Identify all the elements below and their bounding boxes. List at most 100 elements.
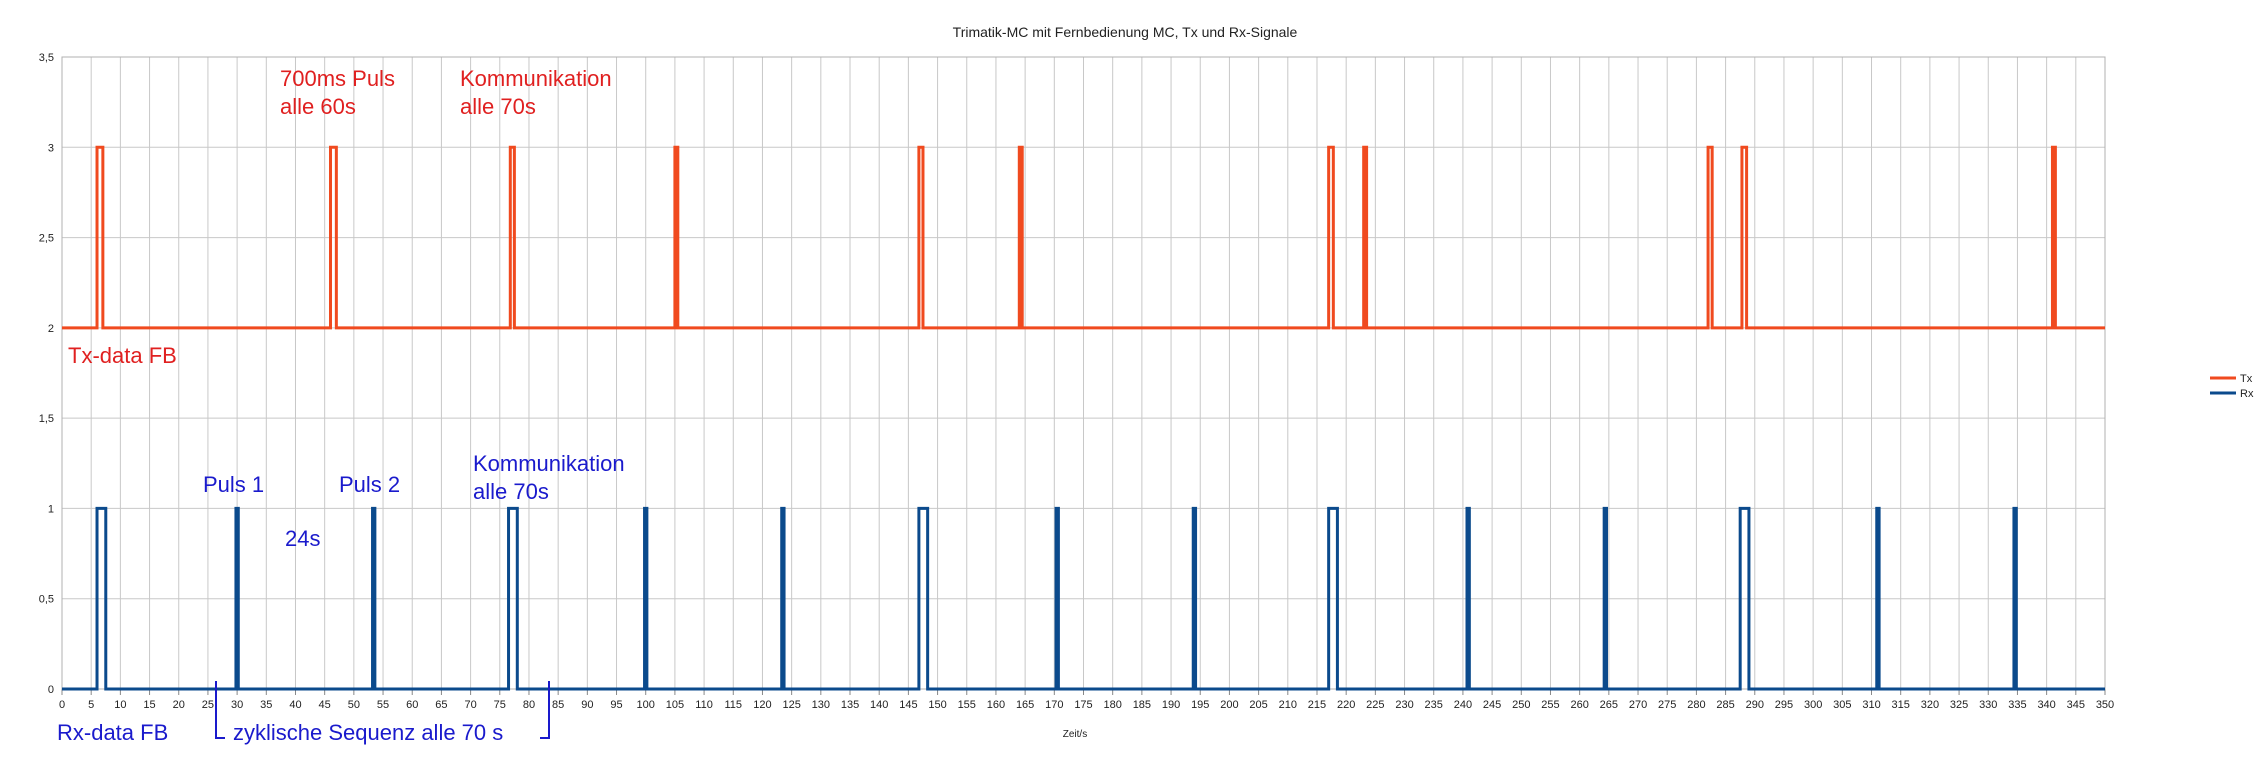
grid (61, 56, 2106, 695)
y-tick-label: 1,5 (39, 413, 54, 425)
x-tick-label: 270 (1629, 699, 1647, 711)
x-tick-label: 60 (406, 699, 418, 711)
x-tick-label: 125 (782, 699, 800, 711)
x-tick-label: 105 (666, 699, 684, 711)
y-tick-label: 0,5 (39, 594, 54, 606)
x-tick-label: 330 (1979, 699, 1997, 711)
series-line-tx (62, 145, 2105, 330)
x-tick-label: 115 (724, 699, 742, 711)
sequence-bracket-left (215, 681, 225, 739)
x-tick-label: 235 (1425, 699, 1443, 711)
x-tick-label: 25 (202, 699, 214, 711)
x-tick-label: 310 (1862, 699, 1880, 711)
x-tick-label: 165 (1016, 699, 1034, 711)
x-tick-label: 95 (610, 699, 622, 711)
x-tick-label: 55 (377, 699, 389, 711)
y-tick-label: 3 (48, 142, 54, 154)
x-tick-label: 350 (2096, 699, 2114, 711)
legend: Tx Rx (2210, 373, 2254, 400)
sequence-annotation: zyklische Sequenz alle 70 s (233, 720, 503, 745)
x-tick-label: 145 (899, 699, 917, 711)
x-tick-label: 15 (143, 699, 155, 711)
y-tick-label: 0 (48, 684, 54, 696)
sequence-bracket-right (540, 681, 550, 739)
x-tick-label: 140 (870, 699, 888, 711)
legend-label: Rx (2240, 388, 2254, 400)
x-tick-label: 10 (114, 699, 126, 711)
x-tick-label: 20 (173, 699, 185, 711)
x-tick-label: 325 (1950, 699, 1968, 711)
x-tick-label: 30 (231, 699, 243, 711)
x-tick-label: 260 (1570, 699, 1588, 711)
x-tick-label: 180 (1104, 699, 1122, 711)
x-tick-label: 135 (841, 699, 859, 711)
x-tick-label: 195 (1191, 699, 1209, 711)
x-tick-label: 85 (552, 699, 564, 711)
x-tick-label: 230 (1395, 699, 1413, 711)
x-tick-label: 290 (1746, 699, 1764, 711)
x-tick-label: 160 (987, 699, 1005, 711)
rx-puls1-annotation: Puls 1 (203, 472, 264, 497)
tick-labels: 0 5 10 15 20 25 30 35 40 45 50 55 60 65 70 75 80 85 90 95 10… (39, 52, 2114, 711)
x-tick-label: 215 (1308, 699, 1326, 711)
legend-label: Tx (2240, 373, 2253, 385)
x-tick-label: 265 (1600, 699, 1618, 711)
x-tick-label: 110 (695, 699, 713, 711)
x-tick-label: 205 (1249, 699, 1267, 711)
x-tick-label: 50 (348, 699, 360, 711)
x-tick-label: 40 (289, 699, 301, 711)
x-tick-label: 90 (581, 699, 593, 711)
tx-communication-annotation-line1: Kommunikation (460, 66, 612, 91)
x-tick-label: 305 (1833, 699, 1851, 711)
x-tick-label: 120 (753, 699, 771, 711)
x-tick-label: 295 (1775, 699, 1793, 711)
x-tick-label: 0 (59, 699, 65, 711)
x-tick-label: 240 (1454, 699, 1472, 711)
x-tick-label: 200 (1220, 699, 1238, 711)
x-tick-label: 80 (523, 699, 535, 711)
rx-24s-annotation: 24s (285, 526, 320, 551)
y-tick-label: 2 (48, 323, 54, 335)
rx-data-label: Rx-data FB (57, 720, 168, 745)
y-tick-label: 3,5 (39, 52, 54, 64)
x-tick-label: 35 (260, 699, 272, 711)
x-tick-label: 185 (1133, 699, 1151, 711)
series-line-rx (62, 506, 2105, 691)
x-tick-label: 130 (812, 699, 830, 711)
x-tick-label: 300 (1804, 699, 1822, 711)
rx-puls2-annotation: Puls 2 (339, 472, 400, 497)
x-tick-label: 335 (2008, 699, 2026, 711)
x-tick-label: 315 (1892, 699, 1910, 711)
y-tick-label: 1 (48, 503, 54, 515)
rx-communication-annotation-line2: alle 70s (473, 479, 549, 504)
x-tick-label: 45 (319, 699, 331, 711)
x-tick-label: 170 (1045, 699, 1063, 711)
x-tick-label: 210 (1279, 699, 1297, 711)
series-layer (62, 145, 2105, 691)
x-tick-label: 155 (958, 699, 976, 711)
x-tick-label: 255 (1541, 699, 1559, 711)
x-tick-label: 280 (1687, 699, 1705, 711)
chart-title: Trimatik-MC mit Fernbedienung MC, Tx und… (953, 24, 1298, 40)
x-tick-label: 245 (1483, 699, 1501, 711)
x-tick-label: 275 (1658, 699, 1676, 711)
tx-pulse-annotation-line2: alle 60s (280, 94, 356, 119)
x-tick-label: 190 (1162, 699, 1180, 711)
x-tick-label: 340 (2037, 699, 2055, 711)
x-tick-label: 70 (464, 699, 476, 711)
x-tick-label: 345 (2067, 699, 2085, 711)
x-tick-label: 150 (928, 699, 946, 711)
tx-pulse-annotation-line1: 700ms Puls (280, 66, 395, 91)
x-tick-label: 225 (1366, 699, 1384, 711)
x-tick-label: 100 (637, 699, 655, 711)
tx-data-label: Tx-data FB (68, 343, 177, 368)
x-tick-label: 220 (1337, 699, 1355, 711)
x-tick-label: 75 (494, 699, 506, 711)
x-tick-label: 320 (1921, 699, 1939, 711)
x-tick-label: 250 (1512, 699, 1530, 711)
x-tick-label: 65 (435, 699, 447, 711)
rx-communication-annotation-line1: Kommunikation (473, 451, 625, 476)
x-tick-label: 175 (1074, 699, 1092, 711)
x-tick-label: 285 (1716, 699, 1734, 711)
